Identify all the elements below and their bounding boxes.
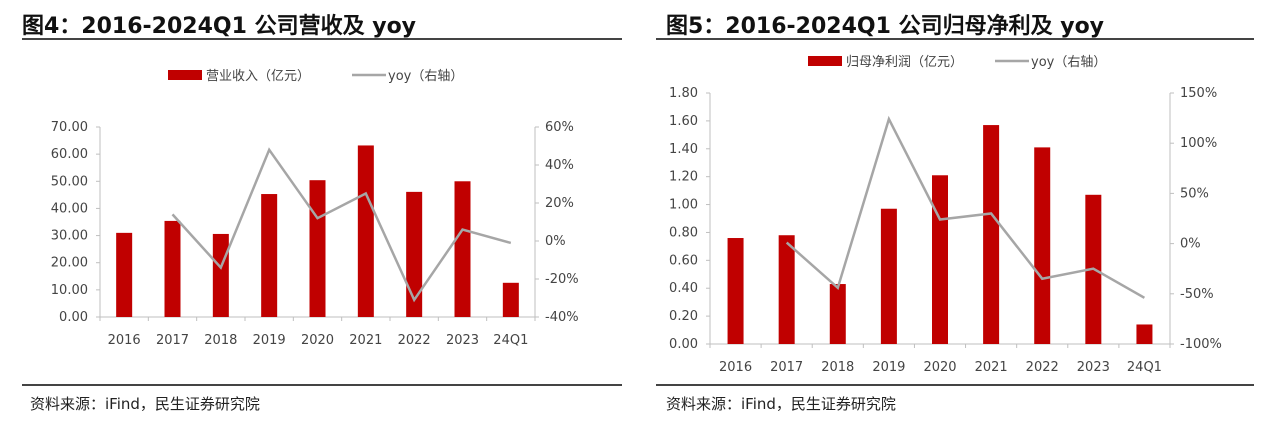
y-tick-label: 1.60 <box>669 114 698 129</box>
bar <box>727 238 744 344</box>
x-tick-label: 2023 <box>446 333 479 348</box>
y-tick-label: 0.60 <box>669 253 698 268</box>
revenue-figure-panel: 图4：2016-2024Q1 公司营收及 yoy 0.00 10.00 20.00 3… <box>0 0 632 431</box>
x-tick-label: 2018 <box>204 333 237 348</box>
top-rule <box>656 38 1254 40</box>
bar <box>983 125 1000 344</box>
x-tick-label: 24Q1 <box>1127 360 1162 375</box>
x-tick-label: 2021 <box>349 333 382 348</box>
bar <box>406 191 423 317</box>
y-tick-label: 1.80 <box>669 86 698 101</box>
legend-line-label: yoy（右轴） <box>1031 55 1106 70</box>
y2-tick-label: 60% <box>545 120 574 135</box>
figure-title: 图5：2016-2024Q1 公司归母净利及 yoy <box>666 14 1105 39</box>
y2-tick-label: 100% <box>1180 136 1217 151</box>
yoy-line <box>785 115 1146 299</box>
y2-tick-label: 20% <box>545 196 574 211</box>
y2-tick-label: -100% <box>1180 337 1222 352</box>
bar <box>1034 147 1051 344</box>
y-tick-label: 0.00 <box>59 310 88 325</box>
y2-tick-label: 0% <box>1180 237 1201 252</box>
revenue-chart: 0.00 10.00 20.00 30.00 40.00 50.00 60.00 70.00 -… <box>51 69 579 348</box>
bar <box>932 175 948 344</box>
x-tick-label: 2020 <box>923 360 956 375</box>
legend-bar-swatch <box>168 70 202 80</box>
bar <box>829 284 846 344</box>
y2-tick-label: 150% <box>1180 86 1217 101</box>
x-tick-label: 2017 <box>156 333 189 348</box>
figure-title: 图4：2016-2024Q1 公司营收及 yoy <box>22 14 417 39</box>
x-tick-label: 2021 <box>975 360 1008 375</box>
y2-tick-label: 50% <box>1180 186 1209 201</box>
y-tick-label: 0.80 <box>669 225 698 240</box>
x-tick-label: 2016 <box>108 333 141 348</box>
bar <box>309 180 326 317</box>
y-tick-label: 1.20 <box>669 170 698 185</box>
y-tick-label: 10.00 <box>51 283 88 298</box>
legend-bar-label: 营业收入（亿元） <box>206 69 310 84</box>
y-tick-label: 30.00 <box>51 229 88 244</box>
y-tick-label: 50.00 <box>51 174 88 189</box>
yoy-line <box>171 147 512 303</box>
source-note: 资料来源：iFind，民生证券研究院 <box>666 395 896 413</box>
bar <box>357 145 374 317</box>
x-tick-label: 2022 <box>1026 360 1059 375</box>
legend-bar-swatch <box>808 56 842 66</box>
bottom-rule <box>656 384 1254 386</box>
bottom-rule <box>22 384 622 386</box>
x-tick-label: 2017 <box>770 360 803 375</box>
y2-tick-label: -50% <box>1180 287 1214 302</box>
x-tick-label: 2023 <box>1077 360 1110 375</box>
y2-tick-label: -40% <box>545 310 579 325</box>
bar <box>502 282 519 317</box>
x-tick-label: 2020 <box>301 333 334 348</box>
x-tick-label: 2019 <box>872 360 905 375</box>
x-tick-label: 2016 <box>719 360 752 375</box>
top-rule <box>22 38 622 40</box>
x-tick-label: 2018 <box>821 360 854 375</box>
y-tick-label: 0.00 <box>669 337 698 352</box>
y-tick-label: 20.00 <box>51 256 88 271</box>
legend-line-label: yoy（右轴） <box>388 69 463 84</box>
y2-tick-label: -20% <box>545 272 579 287</box>
source-note: 资料来源：iFind，民生证券研究院 <box>30 395 260 413</box>
y2-tick-label: 40% <box>545 158 574 173</box>
y-tick-label: 70.00 <box>51 120 88 135</box>
net-profit-chart: 0.00 0.20 0.40 0.60 0.80 1.00 1.20 1.40 1.60 1.80… <box>669 55 1222 375</box>
x-tick-label: 24Q1 <box>493 333 528 348</box>
bar <box>116 232 133 317</box>
bar <box>454 181 471 317</box>
x-tick-label: 2022 <box>398 333 431 348</box>
bar <box>1136 324 1153 344</box>
y-tick-label: 60.00 <box>51 147 88 162</box>
legend-bar-label: 归母净利润（亿元） <box>846 55 963 70</box>
y2-tick-label: 0% <box>545 234 566 249</box>
y-tick-label: 0.40 <box>669 281 698 296</box>
bar <box>778 235 795 344</box>
bar <box>261 194 278 317</box>
y-tick-label: 0.20 <box>669 309 698 324</box>
bar <box>880 208 897 344</box>
net-profit-figure-panel: 图5：2016-2024Q1 公司归母净利及 yoy 0.00 0.20 0.40 0… <box>652 0 1269 431</box>
bar <box>164 220 181 317</box>
y-tick-label: 40.00 <box>51 201 88 216</box>
y-tick-label: 1.00 <box>669 198 698 213</box>
bar <box>212 233 229 317</box>
x-tick-label: 2019 <box>253 333 286 348</box>
y-tick-label: 1.40 <box>669 142 698 157</box>
